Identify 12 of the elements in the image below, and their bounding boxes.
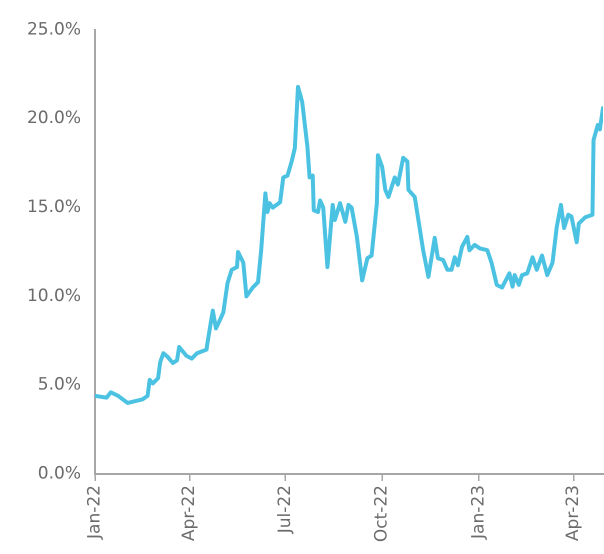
x-tick-label: Apr-22 bbox=[179, 485, 200, 542]
x-tick-label: Apr-23 bbox=[562, 485, 583, 542]
y-tick-label: 15.0% bbox=[26, 197, 81, 218]
y-tick-label: 10.0% bbox=[26, 286, 81, 306]
x-tick-label: Jul-22 bbox=[274, 485, 295, 534]
y-tick-label: 20.0% bbox=[26, 108, 81, 128]
y-tick-label: 25.0% bbox=[26, 19, 81, 40]
y-tick-label: 5.0% bbox=[38, 374, 81, 395]
x-tick-label: Jan-22 bbox=[84, 485, 104, 540]
x-tick-label: Jan-23 bbox=[468, 485, 488, 540]
x-tick-label: Oct-22 bbox=[372, 485, 392, 542]
y-tick-label: 0.0% bbox=[38, 463, 81, 484]
